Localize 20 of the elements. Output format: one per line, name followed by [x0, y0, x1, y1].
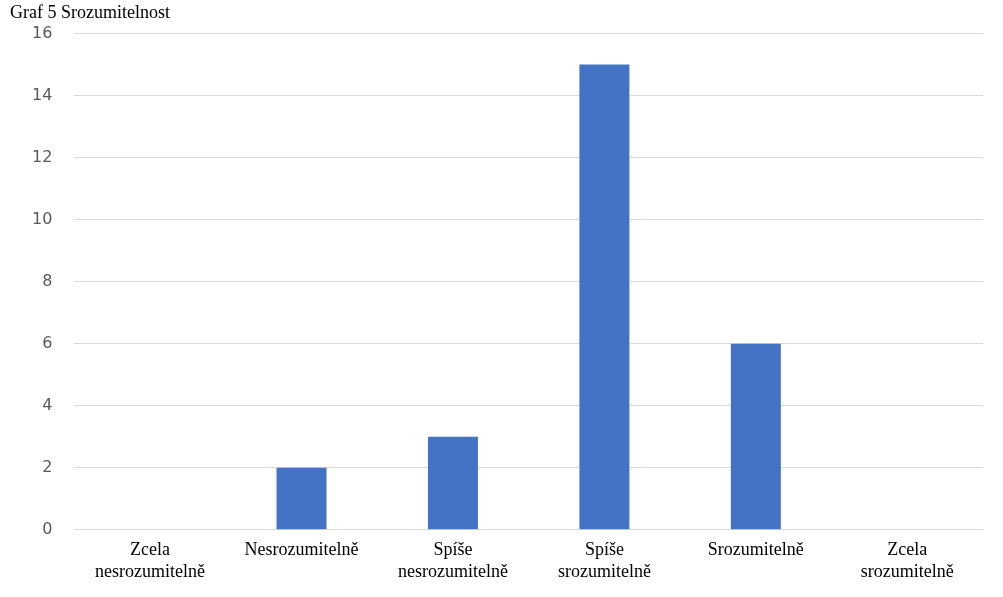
y-tick-label: 12	[32, 146, 53, 166]
y-tick-label: 6	[42, 332, 53, 352]
y-tick-label: 14	[32, 84, 53, 104]
y-tick-label: 16	[32, 22, 53, 42]
x-tick-label: Zcela nesrozumitelně	[95, 539, 206, 581]
x-tick-label: Nesrozumitelně	[244, 539, 359, 560]
y-tick-label: 2	[42, 456, 53, 476]
chart-title: Graf 5 Srozumitelnost	[10, 1, 170, 22]
y-tick-label: 0	[42, 518, 53, 538]
y-tick-label: 10	[32, 208, 53, 228]
bar	[427, 436, 478, 530]
bar	[730, 343, 781, 530]
y-tick-label: 8	[42, 270, 53, 290]
bar	[579, 64, 630, 530]
bar	[276, 467, 327, 530]
x-tick-label: Srozumitelně	[707, 539, 804, 560]
y-tick-label: 4	[42, 394, 53, 414]
x-tick-label: Zcela srozumitelně	[860, 539, 954, 581]
x-tick-label: Spíše srozumitelně	[557, 539, 651, 581]
x-tick-label: Spíše nesrozumitelně	[397, 539, 508, 581]
